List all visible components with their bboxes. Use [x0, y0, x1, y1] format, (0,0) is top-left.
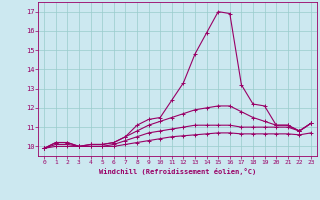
X-axis label: Windchill (Refroidissement éolien,°C): Windchill (Refroidissement éolien,°C) — [99, 168, 256, 175]
